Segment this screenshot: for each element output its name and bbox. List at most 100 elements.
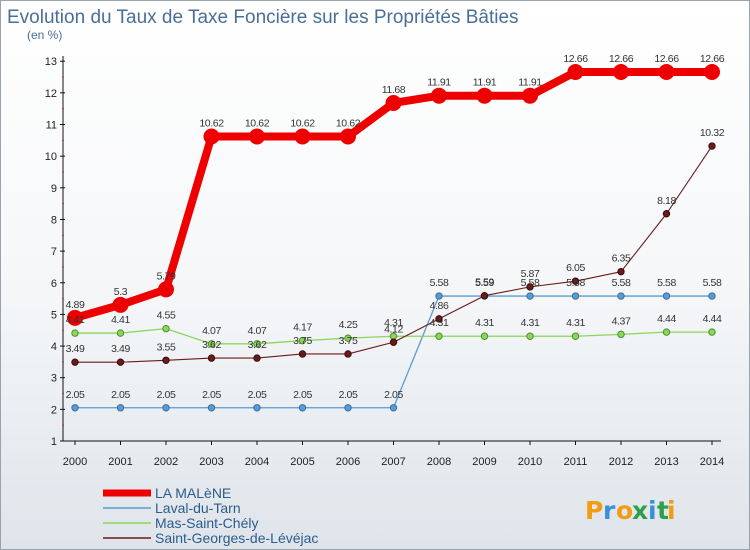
x-tick-label: 2003 — [199, 456, 223, 468]
data-label: 3.55 — [157, 341, 176, 353]
brand-letter: x — [632, 496, 648, 525]
data-point — [162, 324, 170, 333]
x-tick-label: 2000 — [63, 456, 87, 468]
legend-label: Mas-Saint-Chély — [155, 515, 258, 531]
brand-letter: o — [616, 496, 633, 525]
data-point — [613, 63, 629, 80]
y-tick-label: 8 — [51, 214, 57, 226]
data-point — [567, 63, 584, 80]
y-tick-label: 11 — [46, 120, 57, 132]
data-point — [112, 296, 129, 313]
data-point — [344, 404, 352, 412]
data-point — [71, 358, 79, 366]
data-label: 10.62 — [336, 118, 361, 130]
data-label: 10.62 — [245, 118, 270, 130]
data-point — [207, 354, 216, 362]
data-label: 4.86 — [430, 300, 449, 312]
data-label: 11.68 — [382, 84, 406, 96]
data-label: 2.05 — [157, 389, 176, 401]
data-label: 12.66 — [563, 53, 588, 65]
y-tick-label: 12 — [45, 88, 57, 100]
data-point — [207, 340, 216, 348]
data-label: 2.05 — [66, 389, 85, 401]
y-tick-label: 6 — [51, 278, 57, 290]
data-point — [480, 332, 489, 340]
data-point — [662, 328, 671, 336]
data-label: 5.58 — [612, 277, 631, 289]
data-label: 4.12 — [384, 323, 403, 335]
data-point — [344, 334, 352, 342]
x-tick-label: 2011 — [564, 456, 588, 468]
data-label: 6.05 — [566, 262, 585, 274]
x-tick-label: 2008 — [427, 456, 451, 468]
data-label: 5.58 — [703, 277, 722, 289]
data-point — [253, 404, 261, 412]
data-point — [526, 292, 534, 300]
data-label: 11.91 — [518, 77, 542, 89]
data-label: 4.41 — [111, 314, 130, 326]
data-label: 6.35 — [612, 253, 631, 265]
x-tick-label: 2012 — [609, 456, 633, 468]
data-point — [662, 210, 671, 218]
x-tick-label: 2002 — [154, 456, 178, 468]
data-point — [298, 336, 307, 345]
data-label: 11.91 — [427, 77, 451, 89]
y-tick-label: 2 — [51, 404, 57, 416]
data-point — [662, 292, 671, 300]
brand-letter: P — [585, 496, 603, 525]
brand-letter: t — [657, 496, 669, 525]
y-tick-label: 9 — [51, 183, 57, 195]
data-label: 2.05 — [202, 389, 221, 401]
data-point — [162, 356, 170, 364]
data-point — [658, 63, 675, 80]
data-label: 5.59 — [475, 277, 494, 289]
data-point — [253, 340, 261, 348]
data-point — [526, 332, 534, 340]
data-point — [435, 292, 443, 300]
data-label: 5.58 — [566, 277, 585, 289]
data-point — [617, 267, 625, 276]
legend-label: Laval-du-Tarn — [155, 500, 241, 516]
data-point — [158, 281, 174, 298]
data-point — [298, 350, 307, 358]
data-point — [385, 94, 402, 111]
data-label: 4.07 — [202, 325, 221, 337]
y-tick-label: 3 — [51, 373, 57, 385]
data-point — [704, 63, 720, 80]
y-tick-label: 10 — [45, 151, 57, 163]
x-tick-label: 2006 — [336, 456, 360, 468]
data-label: 12.66 — [700, 53, 725, 65]
data-label: 5.58 — [657, 277, 676, 289]
x-tick-label: 2001 — [108, 456, 132, 468]
x-tick-label: 2004 — [245, 456, 269, 468]
data-label: 10.32 — [700, 127, 725, 139]
legend-label: LA MALèNE — [155, 485, 231, 501]
x-tick-label: 2013 — [654, 456, 678, 468]
data-label: 4.31 — [521, 317, 540, 329]
data-point — [253, 354, 261, 362]
data-label: 5.58 — [521, 277, 540, 289]
data-label: 5.79 — [157, 270, 176, 282]
data-label: 12.66 — [654, 53, 679, 65]
data-label: 3.49 — [66, 343, 85, 355]
y-tick-label: 5 — [51, 309, 57, 321]
data-label: 4.31 — [384, 317, 403, 329]
plot-area: 4.89 5.3 5.79 10.62 10.62 10.62 10.62 11.68 11.9… — [66, 53, 725, 412]
legend: LA MALèNELaval-du-TarnMas-Saint-ChélySai… — [103, 485, 318, 546]
data-point — [71, 404, 79, 412]
data-label: 4.44 — [703, 313, 722, 325]
data-label: 3.49 — [111, 343, 130, 355]
data-point — [162, 404, 170, 412]
data-point — [431, 87, 447, 104]
y-tick-label: 4 — [51, 341, 57, 353]
data-label: 2.05 — [339, 389, 358, 401]
data-point — [571, 277, 580, 285]
data-point — [708, 142, 716, 150]
data-point — [71, 329, 79, 337]
data-label: 5.59 — [475, 277, 494, 289]
data-label: 3.75 — [339, 335, 358, 347]
data-label: 4.37 — [612, 315, 631, 327]
